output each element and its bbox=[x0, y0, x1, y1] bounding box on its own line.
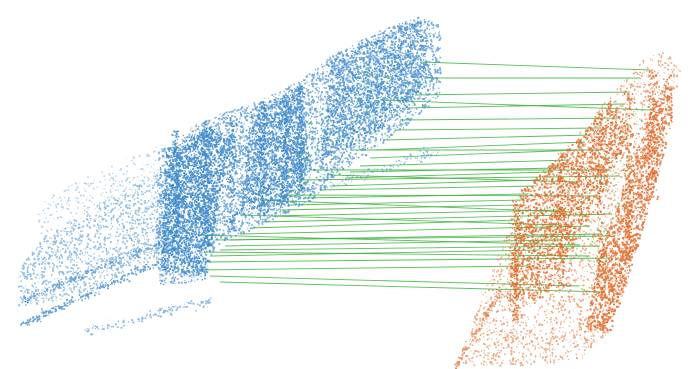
correspondence-lines bbox=[199, 61, 651, 293]
target-point-cloud bbox=[454, 52, 681, 369]
source-point-cloud bbox=[18, 16, 442, 336]
